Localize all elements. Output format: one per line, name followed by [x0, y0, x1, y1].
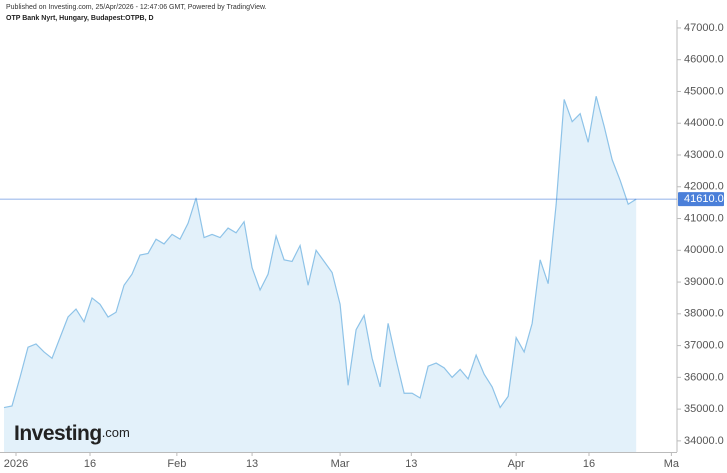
x-tick-label: Mar — [331, 458, 350, 470]
last-price-label: 41610.0 — [684, 193, 724, 205]
y-tick-label: 36000.0 — [684, 371, 724, 383]
y-tick-label: 43000.0 — [684, 149, 724, 161]
y-tick-label: 46000.0 — [684, 54, 724, 66]
y-tick-label: 47000.0 — [684, 22, 724, 34]
y-tick-label: 42000.0 — [684, 181, 724, 193]
x-tick-label: Ma — [664, 458, 680, 470]
watermark-main: Investing — [14, 422, 102, 445]
y-tick-label: 41000.0 — [684, 212, 724, 224]
last-price-box — [678, 192, 724, 207]
y-tick-label: 34000.0 — [684, 435, 724, 447]
y-tick-label: 39000.0 — [684, 276, 724, 288]
x-tick-label: 2026 — [4, 458, 28, 470]
area-fill — [4, 96, 637, 452]
watermark: Investing.com — [14, 422, 130, 445]
watermark-suffix: .com — [102, 425, 130, 440]
y-tick-label: 40000.0 — [684, 244, 724, 256]
y-tick-label: 38000.0 — [684, 308, 724, 320]
x-tick-label: Feb — [167, 458, 186, 470]
x-tick-label: 16 — [583, 458, 595, 470]
x-tick-label: Apr — [508, 458, 525, 470]
x-tick-label: 13 — [405, 458, 417, 470]
x-tick-label: 13 — [246, 458, 258, 470]
y-tick-label: 45000.0 — [684, 85, 724, 97]
published-note: Published on Investing.com, 25/Apr/2026 … — [6, 4, 267, 11]
y-tick-label: 35000.0 — [684, 403, 724, 415]
chart-title: OTP Bank Nyrt, Hungary, Budapest:OTPB, D — [6, 15, 154, 22]
y-tick-label: 37000.0 — [684, 339, 724, 351]
y-tick-label: 44000.0 — [684, 117, 724, 129]
price-line — [3, 96, 637, 409]
x-tick-label: 16 — [84, 458, 96, 470]
